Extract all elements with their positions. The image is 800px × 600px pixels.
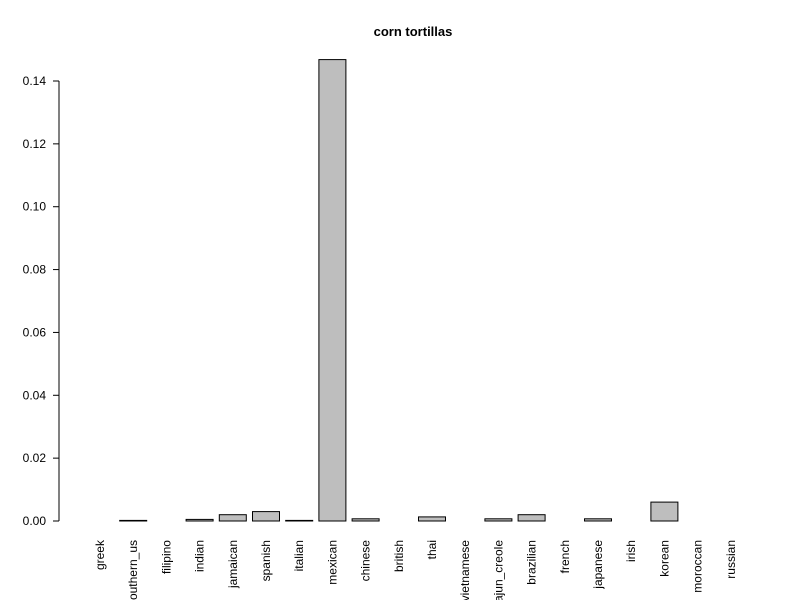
x-label-filipino: filipino <box>159 540 173 574</box>
x-label-japanese: japanese <box>591 540 605 590</box>
bar-mexican <box>318 59 347 522</box>
bar-cajun-creole <box>484 518 513 522</box>
bars <box>119 59 679 522</box>
x-label-french: french <box>558 540 572 573</box>
x-label-jamaican: jamaican <box>226 540 240 589</box>
x-label-spanish: spanish <box>259 540 273 581</box>
bar-korean <box>650 501 679 522</box>
x-label-italian: italian <box>292 540 306 571</box>
bar-jamaican <box>218 514 247 522</box>
x-label-mexican: mexican <box>325 540 339 585</box>
bar-chinese <box>351 518 380 522</box>
x-label-moroccan: moroccan <box>691 540 705 593</box>
y-tick-label: 0.10 <box>23 200 47 214</box>
bar-spanish <box>252 511 280 522</box>
x-label-british: british <box>392 540 406 572</box>
x-label-chinese: chinese <box>359 540 373 582</box>
y-tick-label: 0.04 <box>23 388 47 402</box>
y-tick-label: 0.00 <box>23 514 47 528</box>
y-tick-label: 0.02 <box>23 451 47 465</box>
x-label-irish: irish <box>624 540 638 562</box>
bar-brazilian <box>517 514 546 522</box>
bar-thai <box>418 516 446 522</box>
x-label-brazilian: brazilian <box>525 540 539 585</box>
x-label-greek: greek <box>93 539 107 570</box>
x-axis-labels: greek southern_us filipino indian jamaican sp… <box>93 539 738 600</box>
bar-japanese <box>584 518 612 522</box>
x-label-cajun-creole: cajun_creole <box>491 540 505 600</box>
y-axis: 0.00 0.02 0.04 0.06 0.08 0.10 0.12 0.14 <box>23 74 60 528</box>
y-tick-label: 0.12 <box>23 137 47 151</box>
x-label-southern-us: southern_us <box>126 540 140 600</box>
x-label-russian: russian <box>724 540 738 579</box>
chart-title: corn tortillas <box>374 24 453 39</box>
x-label-korean: korean <box>657 540 671 577</box>
x-label-indian: indian <box>193 540 207 572</box>
y-tick-label: 0.14 <box>23 74 47 88</box>
bar-indian <box>185 518 214 522</box>
x-label-vietnamese: vietnamese <box>458 540 472 600</box>
y-tick-label: 0.08 <box>23 263 47 277</box>
y-tick-label: 0.06 <box>23 325 47 339</box>
x-label-thai: thai <box>425 540 439 559</box>
bar-southern-us <box>119 519 148 522</box>
bar-italian <box>285 519 314 522</box>
